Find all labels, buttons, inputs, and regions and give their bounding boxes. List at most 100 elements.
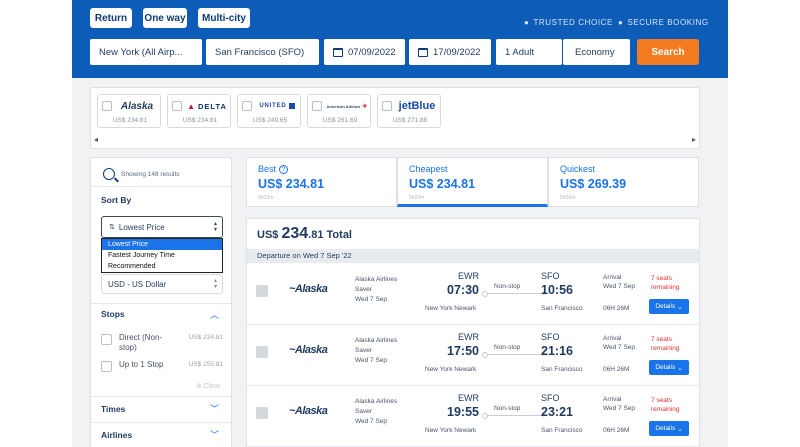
depart-date-field[interactable]: 07/09/2022	[324, 39, 405, 65]
airline-card-united[interactable]: UNITED US$ 249.65	[237, 94, 301, 128]
tab-best[interactable]: Best? US$ 234.81 5h03m	[246, 157, 397, 207]
stop-checkbox[interactable]	[101, 334, 112, 345]
flight-checkbox[interactable]	[256, 285, 268, 297]
horizontal-scrollbar[interactable]: ◂ ▸	[91, 134, 699, 146]
arrival-label: Arrival	[603, 335, 622, 342]
arrival-info: Arrival Wed 7 Sep	[603, 334, 635, 352]
total-integer: 234	[281, 225, 309, 242]
main-panel: Return One way Multi-city ● TRUSTED CHOI…	[72, 0, 728, 447]
destination-city: San Francisco	[541, 427, 583, 434]
tab-best-label: Best	[258, 164, 277, 174]
details-button[interactable]: Details ⌄	[649, 360, 689, 375]
sort-order-icon: ⇅	[109, 224, 115, 231]
stop-option-direct[interactable]: Direct (Non-stop) US$ 234.81	[101, 333, 223, 352]
flight-date: Wed 7 Sep	[355, 418, 388, 425]
return-date-field[interactable]: 17/09/2022	[409, 39, 491, 65]
chevron-down-icon[interactable]: ﹀	[209, 430, 219, 440]
airline-info: Alaska Airlines Saver Wed 7 Sep	[355, 397, 397, 427]
airline-checkbox[interactable]	[172, 101, 182, 111]
destination-code: SFO	[541, 393, 560, 403]
flight-checkbox[interactable]	[256, 407, 268, 419]
results-panel: US$ 234.81 Total Departure on Wed 7 Sep …	[246, 218, 700, 447]
scroll-right-icon[interactable]: ▸	[691, 135, 696, 144]
airline-card-alaska[interactable]: Alaska US$ 234.81	[97, 94, 161, 128]
airline-name: Alaska Airlines	[355, 337, 398, 344]
clear-link[interactable]: ⊗ Clear	[196, 383, 221, 390]
airline-info: Alaska Airlines Saver Wed 7 Sep	[355, 336, 397, 366]
sort-option-fastest[interactable]: Fastest Journey Time	[108, 252, 175, 259]
origin-field[interactable]: New York (All Airp...	[90, 39, 202, 65]
details-label: Details	[655, 364, 676, 371]
arrival-time: 23:21	[541, 405, 573, 419]
airline-card-american[interactable]: American Airlines ✈ US$ 261.69	[307, 94, 371, 128]
seats-remaining: 7 seats remaining	[651, 336, 680, 352]
total-currency: US$	[257, 229, 279, 241]
american-logo: American Airlines ✈	[326, 103, 368, 110]
stop-checkbox[interactable]	[101, 361, 112, 372]
passengers-field[interactable]: 1 Adult	[496, 39, 562, 65]
chevron-down-icon: ⌄	[677, 364, 683, 372]
flight-row[interactable]: ~Alaska Alaska Airlines Saver Wed 7 Sep …	[247, 387, 699, 447]
tab-cheapest[interactable]: Cheapest US$ 234.81 5h03m	[397, 157, 548, 207]
flight-row[interactable]: ~Alaska Alaska Airlines Saver Wed 7 Sep …	[247, 265, 699, 325]
chevron-down-icon: ⌄	[677, 303, 683, 311]
multi-city-button[interactable]: Multi-city	[198, 8, 250, 28]
return-button[interactable]: Return	[90, 8, 132, 28]
airline-checkbox[interactable]	[312, 101, 322, 111]
details-button[interactable]: Details ⌄	[649, 421, 689, 436]
details-button[interactable]: Details ⌄	[649, 299, 689, 314]
chevron-up-icon[interactable]: ︿	[209, 310, 219, 320]
tab-quickest[interactable]: Quickest US$ 269.39 5h00m	[548, 157, 699, 207]
depart-time: 17:50	[447, 344, 479, 358]
tab-best-price: US$ 234.81	[258, 177, 325, 191]
sort-option-lowest-price[interactable]: Lowest Price	[102, 239, 222, 250]
depart-date-value: 07/09/2022	[348, 46, 396, 58]
tab-quickest-price: US$ 269.39	[560, 177, 627, 191]
calendar-icon	[418, 47, 428, 57]
chevron-down-icon[interactable]: ﹀	[209, 404, 219, 414]
total-decimal: .81	[308, 229, 324, 241]
flight-checkbox[interactable]	[256, 346, 268, 358]
help-icon[interactable]: ?	[279, 164, 289, 174]
duration: 06H 26M	[603, 427, 630, 434]
details-label: Details	[655, 303, 676, 310]
arrival-date: Wed 7 Sep	[603, 405, 636, 412]
stop-price: US$ 234.81	[188, 334, 223, 341]
shield-icon: ●	[524, 18, 530, 27]
airline-card-delta[interactable]: ▲ DELTA US$ 234.81	[167, 94, 231, 128]
sort-option-recommended[interactable]: Recommended	[108, 263, 156, 270]
arrival-label: Arrival	[603, 396, 622, 403]
stops-label: Non-stop	[494, 344, 521, 351]
airline-price: US$ 271.88	[392, 117, 428, 124]
origin-city: New York Newark	[425, 366, 477, 373]
airline-checkbox[interactable]	[242, 101, 252, 111]
sort-select[interactable]: ⇅ Lowest Price ▴ ▾	[101, 216, 223, 238]
scroll-left-icon[interactable]: ◂	[94, 135, 99, 144]
stop-option-one[interactable]: Up to 1 Stop US$ 255.81	[101, 360, 223, 378]
arrival-label: Arrival	[603, 274, 622, 281]
flight-date: Wed 7 Sep	[355, 357, 388, 364]
airline-card-jetblue[interactable]: jetBlue US$ 271.88	[377, 94, 441, 128]
route-line	[482, 291, 547, 297]
flight-date: Wed 7 Sep	[355, 296, 388, 303]
currency-select[interactable]: USD - US Dollar ▴ ▾	[101, 274, 223, 294]
search-button[interactable]: Search	[637, 39, 699, 65]
arrival-date: Wed 7 Sep	[603, 283, 636, 290]
alaska-logo: ~Alaska	[289, 283, 328, 295]
airline-info: Alaska Airlines Saver Wed 7 Sep	[355, 275, 397, 305]
one-way-button[interactable]: One way	[143, 8, 187, 28]
american-logo-text: American Airlines	[326, 103, 361, 109]
cabin-field[interactable]: Economy	[563, 39, 630, 65]
airlines-title: Airlines	[101, 430, 133, 440]
trusted-choice-badge: ● TRUSTED CHOICE	[524, 18, 613, 27]
arrival-info: Arrival Wed 7 Sep	[603, 273, 635, 291]
divider	[91, 186, 231, 187]
airline-checkbox[interactable]	[382, 101, 392, 111]
flight-row[interactable]: ~Alaska Alaska Airlines Saver Wed 7 Sep …	[247, 326, 699, 386]
tab-best-title: Best?	[258, 164, 289, 174]
airline-checkbox[interactable]	[102, 101, 112, 111]
origin-code: EWR	[458, 271, 479, 281]
destination-field[interactable]: San Francisco (SFO)	[206, 39, 319, 65]
search-icon	[103, 168, 115, 180]
